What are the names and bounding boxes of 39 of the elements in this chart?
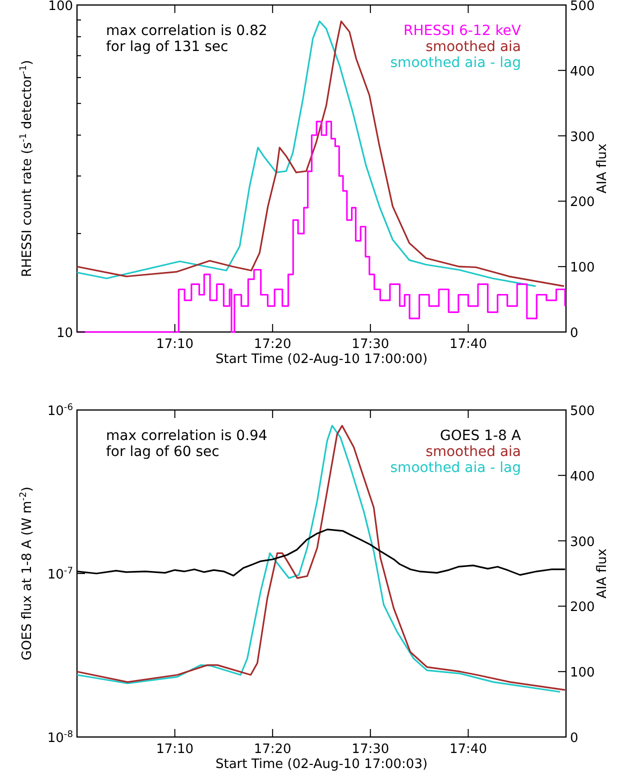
y-tick-label: 10$^{-6}$ [47, 403, 74, 419]
x-tick-label: 17:40 [450, 742, 487, 757]
y2-tick-label: 500 [570, 0, 595, 14]
annotation: max correlation is 0.82 [106, 23, 268, 39]
y2-tick-label: 500 [570, 404, 595, 419]
x-axis-title: Start Time (02-Aug-10 17:00:00) [215, 352, 428, 367]
x-tick-label: 17:10 [156, 337, 194, 352]
x-tick-label: 17:10 [156, 742, 194, 757]
y2-tick-label: 200 [570, 600, 595, 616]
y2-tick-label: 0 [570, 731, 578, 746]
x-tick-label: 17:20 [254, 337, 292, 352]
text: smoothed aia - lag [390, 55, 521, 71]
y2-tick-label: 400 [570, 64, 595, 80]
y2-tick-label: 100 [570, 666, 595, 681]
text: smoothed aia [426, 39, 521, 55]
y-tick-label: 10 [56, 326, 73, 341]
y2-tick-label: 300 [570, 534, 595, 550]
y2-tick-label: 400 [570, 469, 595, 484]
y2-tick-label: 100 [570, 260, 595, 276]
y-tick-label: 10$^{-7}$ [47, 566, 74, 582]
annotation: max correlation is 0.94 [106, 428, 268, 444]
text: RHESSI 6-12 keV [404, 23, 522, 39]
y-tick-label: 100 [48, 0, 73, 14]
x-tick-label: 17:30 [352, 337, 390, 352]
y2-tick-label: 300 [570, 130, 595, 145]
annotation: for lag of 60 sec [106, 444, 220, 460]
text: smoothed aia - lag [390, 460, 521, 476]
y2-tick-label: 0 [570, 326, 578, 341]
y-tick-label: 10$^{-8}$ [47, 730, 74, 746]
x-tick-label: 17:20 [254, 742, 292, 757]
x-tick-label: 17:30 [352, 742, 390, 757]
y2-tick-label: 200 [570, 195, 595, 210]
text: smoothed aia [426, 444, 521, 460]
legend-label: GOES 1-8 A [440, 428, 522, 444]
y2-axis-title: AIA flux [595, 143, 610, 194]
x-tick-label: 17:40 [450, 337, 487, 352]
x-axis-title: Start Time (02-Aug-10 17:00:03) [215, 757, 428, 772]
annotation: for lag of 131 sec [106, 39, 228, 55]
y2-axis-title: AIA flux [595, 548, 610, 598]
